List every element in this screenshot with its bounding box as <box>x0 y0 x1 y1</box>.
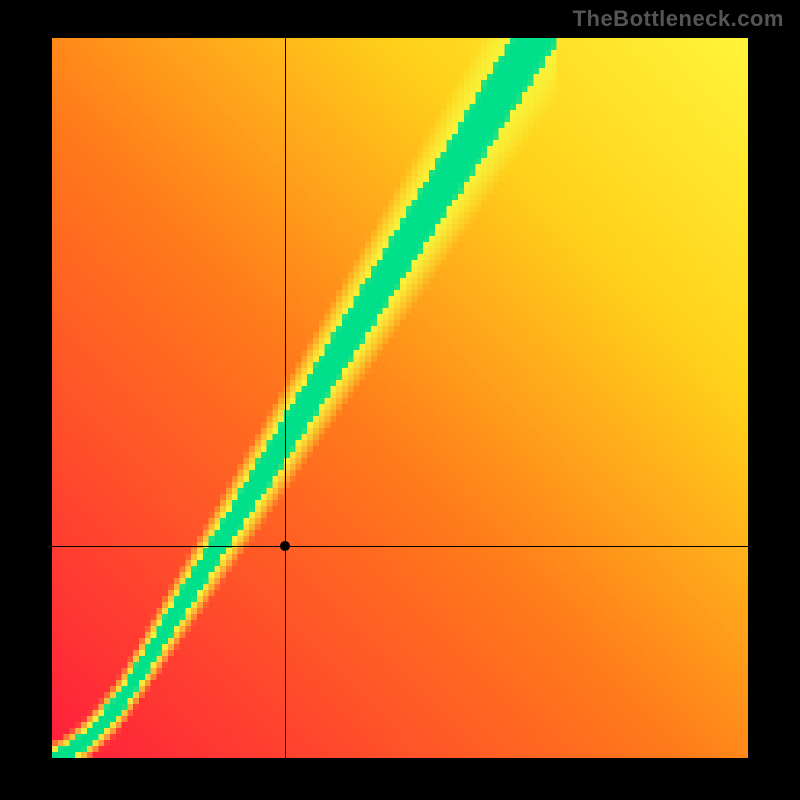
chart-frame: TheBottleneck.com <box>0 0 800 800</box>
heatmap-canvas <box>52 38 748 758</box>
crosshair-vertical <box>285 38 286 758</box>
crosshair-horizontal <box>52 546 748 547</box>
plot-area <box>52 38 748 758</box>
crosshair-marker <box>280 541 290 551</box>
watermark-text: TheBottleneck.com <box>573 6 784 32</box>
